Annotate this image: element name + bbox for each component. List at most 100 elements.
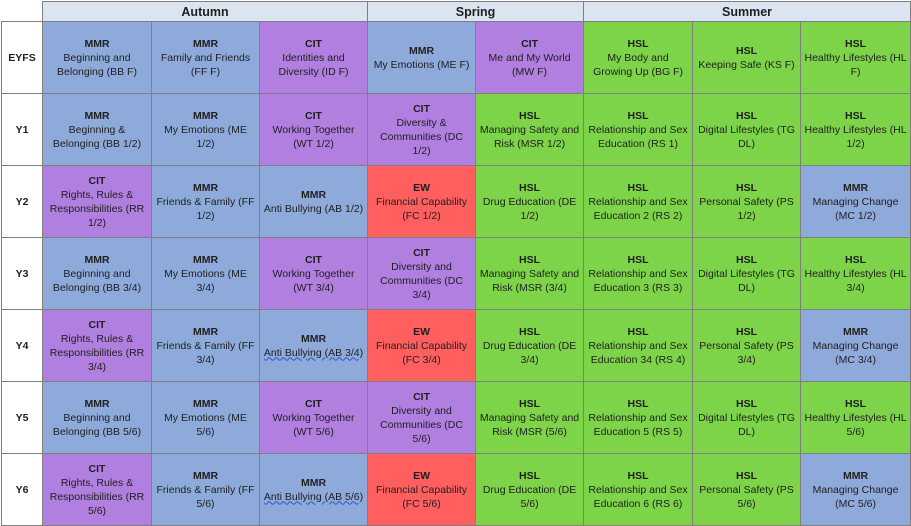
topic-strand-code: EW: [413, 469, 430, 482]
topic-cell: HSL Healthy Lifestyles (HL 3/4): [800, 237, 911, 310]
topic-cell: HSL Digital Lifestyles (TG DL): [692, 237, 802, 310]
topic-description: Relationship and Sex Education 34 (RS 4): [588, 339, 688, 366]
topic-strand-code: HSL: [736, 325, 758, 338]
topic-description: Friends & Family (FF 3/4): [156, 339, 255, 366]
topic-cell: MMR Beginning & Belonging (BB 1/2): [42, 93, 152, 166]
topic-cell: CIT Working Together (WT 3/4): [258, 237, 369, 310]
topic-description: Diversity & Communities (DC 1/2): [380, 116, 463, 157]
topic-strand-code: HSL: [627, 37, 649, 50]
topic-description: Me and My World (MW F): [488, 51, 571, 78]
topic-cell: MMR My Emotions (ME 3/4): [151, 237, 260, 310]
topic-description: Personal Safety (PS 1/2): [699, 195, 794, 222]
year-label: Y1: [1, 93, 43, 166]
topic-cell: HSL My Body and Growing Up (BG F): [583, 21, 694, 94]
topic-description: My Emotions (ME F): [373, 58, 470, 71]
topic-strand-code: CIT: [413, 390, 430, 403]
topic-strand-code: HSL: [736, 181, 758, 194]
topic-strand-code: CIT: [305, 37, 322, 50]
topic-description: Digital Lifestyles (TG DL): [698, 123, 795, 150]
topic-description: Personal Safety (PS 3/4): [699, 339, 794, 366]
topic-cell: EW Financial Capability (FC 1/2): [367, 165, 477, 238]
topic-description: Financial Capability (FC 5/6): [376, 483, 468, 510]
topic-strand-code: MMR: [84, 397, 110, 410]
topic-strand-code: MMR: [192, 325, 219, 338]
topic-description: Managing Safety and Risk (MSR (5/6): [479, 411, 580, 438]
topic-description: Managing Change (MC 1/2): [812, 195, 899, 222]
topic-cell: MMR Managing Change (MC 5/6): [800, 453, 911, 526]
topic-strand-code: HSL: [736, 44, 758, 57]
topic-description: Identities and Diversity (ID F): [278, 51, 349, 78]
topic-strand-code: MMR: [843, 325, 869, 338]
topic-cell: CIT Rights, Rules & Responsibilities (RR …: [42, 453, 152, 526]
topic-description: Digital Lifestyles (TG DL): [698, 267, 795, 294]
year-label: Y3: [1, 237, 43, 310]
topic-cell: CIT Working Together (WT 1/2): [258, 93, 369, 166]
topic-description: Beginning and Belonging (BB 5/6): [52, 411, 142, 438]
topic-description: Personal Safety (PS 5/6): [699, 483, 794, 510]
table-row: Y3 MMR Beginning and Belonging (BB 3/4) MMR…: [1, 237, 911, 310]
term-header-spring: Spring: [367, 1, 585, 22]
topic-description: Working Together (WT 5/6): [272, 411, 355, 438]
topic-description: Rights, Rules & Responsibilities (RR 1/2…: [49, 188, 145, 229]
year-label: Y2: [1, 165, 43, 238]
topic-cell: HSL Relationship and Sex Education (RS 1): [583, 93, 694, 166]
topic-cell: MMR Managing Change (MC 1/2): [800, 165, 911, 238]
topic-strand-code: HSL: [627, 253, 649, 266]
topic-cell: HSL Digital Lifestyles (TG DL): [692, 381, 802, 454]
topic-strand-code: HSL: [736, 469, 758, 482]
topic-cell: MMR My Emotions (ME F): [367, 21, 477, 94]
table-row: EYFS MMR Beginning and Belonging (BB F) MMR…: [1, 21, 911, 94]
topic-cell: HSL Keeping Safe (KS F): [692, 21, 802, 94]
topic-description: Drug Education (DE 1/2): [482, 195, 577, 222]
topic-cell: HSL Personal Safety (PS 3/4): [692, 309, 802, 382]
topic-cell: HSL Managing Safety and Risk (MSR 1/2): [475, 93, 585, 166]
year-label: EYFS: [1, 21, 43, 94]
topic-cell: MMR Anti Bullying (AB 3/4): [258, 309, 369, 382]
topic-cell: HSL Healthy Lifestyles (HL 5/6): [800, 381, 911, 454]
topic-strand-code: MMR: [192, 109, 219, 122]
topic-strand-code: MMR: [408, 44, 435, 57]
topic-description: Working Together (WT 3/4): [272, 267, 355, 294]
topic-strand-code: HSL: [627, 397, 649, 410]
topic-strand-code: MMR: [300, 332, 327, 345]
table-row: Y1 MMR Beginning & Belonging (BB 1/2) MMR My…: [1, 93, 911, 166]
header-corner: [1, 1, 43, 22]
topic-strand-code: CIT: [88, 318, 106, 331]
topic-description: Relationship and Sex Education (RS 1): [588, 123, 688, 150]
topic-strand-code: HSL: [627, 325, 649, 338]
topic-strand-code: HSL: [519, 181, 541, 194]
topic-description: Financial Capability (FC 3/4): [376, 339, 468, 366]
topic-cell: MMR Anti Bullying (AB 1/2): [258, 165, 369, 238]
topic-strand-code: MMR: [192, 397, 219, 410]
topic-description: Anti Bullying (AB 1/2): [263, 202, 364, 215]
topic-description: Family and Friends (FF F): [160, 51, 251, 78]
topic-strand-code: MMR: [843, 181, 869, 194]
topic-description: Beginning and Belonging (BB 3/4): [52, 267, 142, 294]
term-header-summer: Summer: [583, 1, 911, 22]
year-label: Y6: [1, 453, 43, 526]
topic-strand-code: CIT: [305, 397, 322, 410]
topic-strand-code: EW: [413, 181, 430, 194]
topic-strand-code: HSL: [627, 109, 649, 122]
topic-description: My Emotions (ME 1/2): [164, 123, 247, 150]
topic-description: Friends & Family (FF 1/2): [156, 195, 255, 222]
topic-strand-code: MMR: [84, 253, 110, 266]
topic-cell: MMR Beginning and Belonging (BB 3/4): [42, 237, 152, 310]
topic-description: Healthy Lifestyles (HL 5/6): [804, 411, 907, 438]
topic-cell: MMR Friends & Family (FF 3/4): [151, 309, 260, 382]
topic-cell: HSL Drug Education (DE 1/2): [475, 165, 585, 238]
term-header-row: Autumn Spring Summer: [1, 1, 911, 22]
topic-cell: CIT Me and My World (MW F): [475, 21, 585, 94]
topic-strand-code: CIT: [88, 174, 106, 187]
topic-description: Relationship and Sex Education 2 (RS 2): [588, 195, 688, 222]
topic-strand-code: HSL: [845, 397, 867, 410]
table-row: Y4 CIT Rights, Rules & Responsibilities (R…: [1, 309, 911, 382]
topic-cell: MMR Family and Friends (FF F): [151, 21, 260, 94]
topic-cell: HSL Relationship and Sex Education 5 (RS …: [583, 381, 694, 454]
topic-description: Managing Change (MC 3/4): [812, 339, 899, 366]
topic-strand-code: MMR: [84, 37, 110, 50]
topic-cell: HSL Digital Lifestyles (TG DL): [692, 93, 802, 166]
topic-description: Working Together (WT 1/2): [272, 123, 355, 150]
topic-cell: HSL Relationship and Sex Education 6 (RS …: [583, 453, 694, 526]
